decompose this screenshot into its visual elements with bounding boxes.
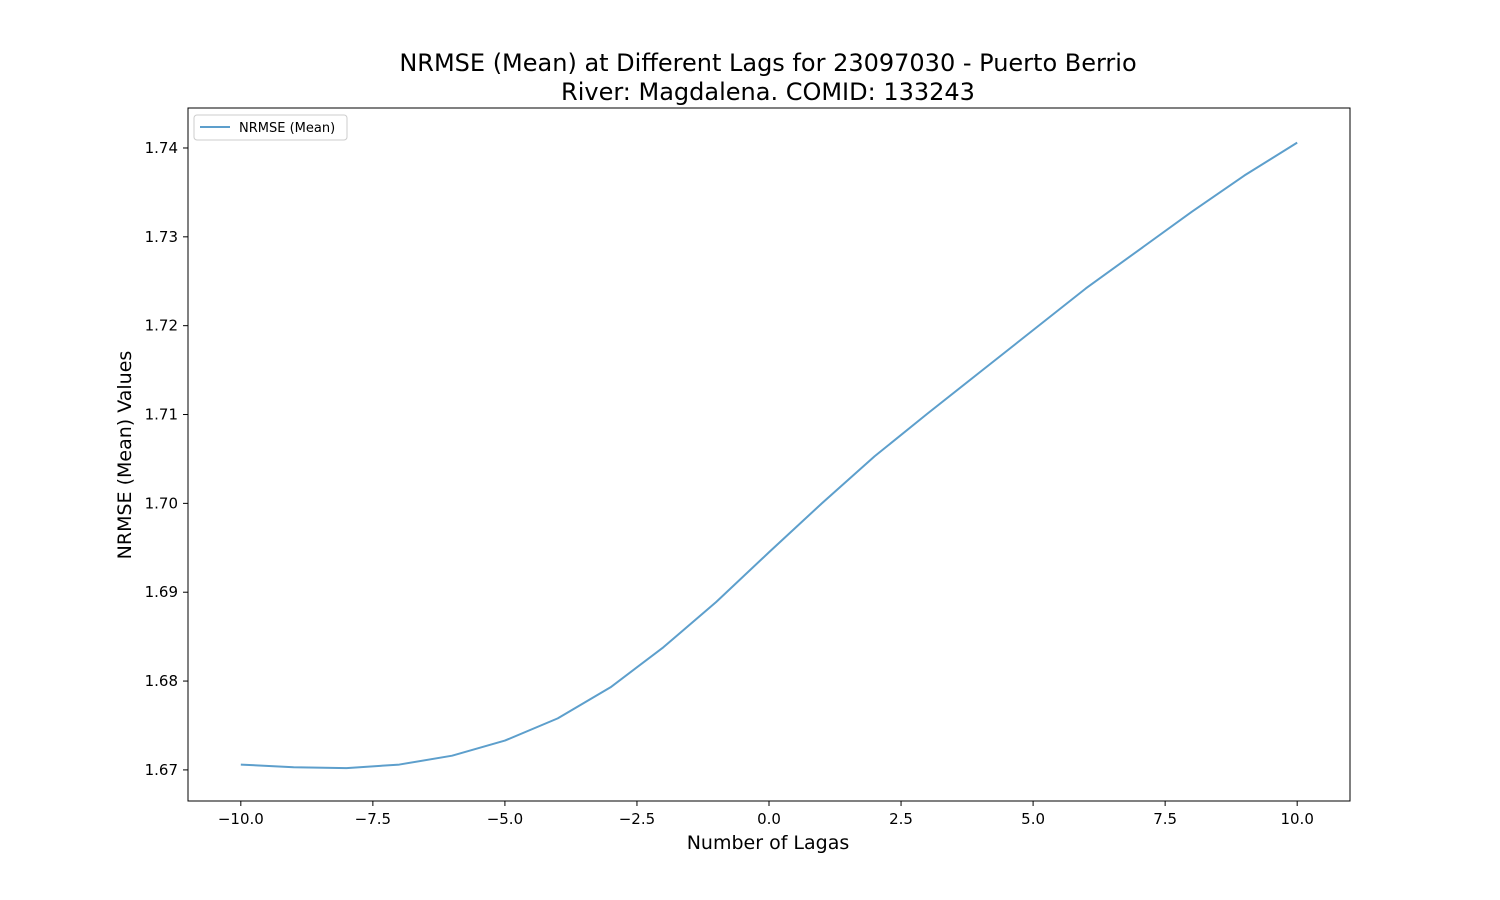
y-tick-label: 1.74: [145, 139, 178, 157]
x-tick-label: 5.0: [1021, 810, 1045, 828]
series-layer: [240, 141, 1298, 770]
y-tick-label: 1.69: [145, 583, 178, 601]
legend-label: NRMSE (Mean): [239, 121, 335, 136]
chart-subtitle: River: Magdalena. COMID: 133243: [561, 78, 975, 106]
legend: NRMSE (Mean): [193, 114, 348, 141]
x-tick-label: −10.0: [218, 810, 264, 828]
y-tick-label: 1.68: [145, 672, 178, 690]
x-axis-label: Number of Lagas: [687, 832, 850, 854]
x-tick-label: −2.5: [619, 810, 655, 828]
x-tick-label: 7.5: [1153, 810, 1177, 828]
y-tick-label: 1.72: [145, 317, 178, 335]
x-tick-label: 0.0: [757, 810, 781, 828]
y-axis: 1.67 1.68 1.69 1.70 1.71 1.72 1.73 1.74: [145, 139, 188, 779]
y-tick-label: 1.73: [145, 228, 178, 246]
y-tick-label: 1.70: [145, 494, 178, 512]
y-tick-label: 1.71: [145, 406, 178, 424]
chart-title: NRMSE (Mean) at Different Lags for 23097…: [399, 49, 1136, 77]
x-tick-label: 10.0: [1280, 810, 1313, 828]
x-tick-label: −5.0: [487, 810, 523, 828]
x-tick-label: −7.5: [355, 810, 391, 828]
x-tick-label: 2.5: [889, 810, 913, 828]
x-axis: −10.0 −7.5 −5.0 −2.5 0.0 2.5 5.0 7.5 10.0: [218, 801, 1314, 828]
y-tick-label: 1.67: [145, 761, 178, 779]
legend-box: [193, 114, 348, 141]
series-line: [240, 141, 1298, 770]
y-axis-label: NRMSE (Mean) Values: [114, 351, 136, 560]
